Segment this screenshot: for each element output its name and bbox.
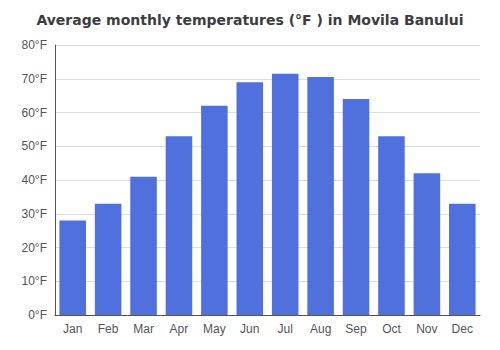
svg-text:30°F: 30°F bbox=[22, 207, 47, 221]
svg-text:May: May bbox=[203, 322, 226, 336]
svg-text:Apr: Apr bbox=[170, 322, 189, 336]
svg-text:Jan: Jan bbox=[63, 322, 82, 336]
svg-text:10°F: 10°F bbox=[22, 274, 47, 288]
svg-text:Mar: Mar bbox=[133, 322, 154, 336]
svg-text:80°F: 80°F bbox=[22, 38, 47, 52]
svg-text:Oct: Oct bbox=[382, 322, 401, 336]
svg-text:0°F: 0°F bbox=[28, 308, 47, 322]
svg-text:Aug: Aug bbox=[310, 322, 331, 336]
svg-text:Nov: Nov bbox=[416, 322, 437, 336]
svg-text:Jul: Jul bbox=[278, 322, 293, 336]
svg-text:40°F: 40°F bbox=[22, 173, 47, 187]
svg-text:70°F: 70°F bbox=[22, 72, 47, 86]
svg-text:Jun: Jun bbox=[240, 322, 259, 336]
svg-text:50°F: 50°F bbox=[22, 139, 47, 153]
svg-text:Dec: Dec bbox=[452, 322, 473, 336]
svg-text:60°F: 60°F bbox=[22, 106, 47, 120]
svg-text:Sep: Sep bbox=[345, 322, 367, 336]
svg-text:Average monthly temperatures (: Average monthly temperatures (°F ) in Mo… bbox=[36, 12, 463, 28]
svg-text:20°F: 20°F bbox=[22, 241, 47, 255]
svg-text:Feb: Feb bbox=[98, 322, 119, 336]
